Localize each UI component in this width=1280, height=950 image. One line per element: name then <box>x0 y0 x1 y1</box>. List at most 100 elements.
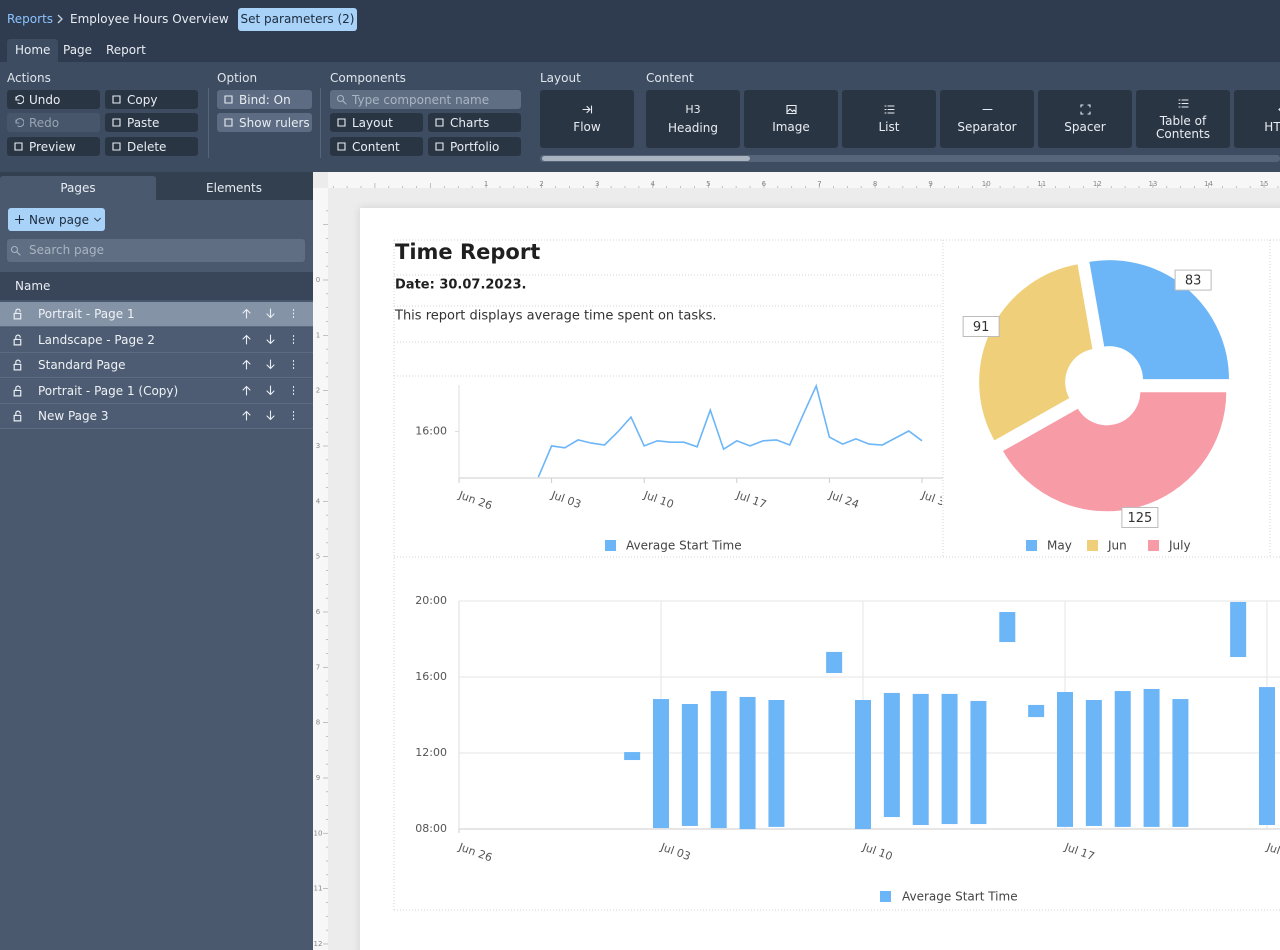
move-up[interactable] <box>241 385 252 399</box>
icon <box>112 142 121 151</box>
page-row[interactable]: New Page 3 <box>0 404 313 430</box>
ruler-label: 8 <box>873 180 877 188</box>
icon <box>15 117 24 128</box>
button-label: Flow <box>573 120 601 134</box>
range-bar <box>1172 699 1189 827</box>
legend-swatch <box>605 540 616 551</box>
breadcrumb-link[interactable]: Reports <box>7 12 54 26</box>
move-up[interactable] <box>241 334 252 348</box>
ruler-label: 4 <box>651 180 656 188</box>
ribbon-button[interactable]: Delete <box>105 137 198 156</box>
page-row[interactable]: Landscape - Page 2 <box>0 327 313 353</box>
icon <box>266 385 275 396</box>
icon <box>1079 104 1091 115</box>
icon <box>13 359 22 371</box>
icon <box>242 359 251 370</box>
page-icon <box>12 334 24 349</box>
legend-label: Jun <box>1107 539 1127 553</box>
ribbon-tab[interactable]: Page <box>63 43 93 57</box>
ribbon-button[interactable]: Bind: On <box>217 90 312 109</box>
y-tick-label: 12:00 <box>415 746 447 759</box>
sidebar-search[interactable] <box>7 239 305 262</box>
ribbon-button[interactable]: Preview <box>7 137 100 156</box>
move-down[interactable] <box>265 334 276 348</box>
ribbon-large-button[interactable]: Separator <box>940 90 1034 148</box>
range-bar <box>739 696 756 829</box>
ribbon-button[interactable]: Paste <box>105 113 198 132</box>
ribbon-button[interactable]: Copy <box>105 90 198 109</box>
move-down[interactable] <box>265 410 276 424</box>
row-menu[interactable] <box>288 334 299 348</box>
ribbon-button[interactable]: Layout <box>330 113 423 132</box>
data-label-box <box>1121 506 1159 528</box>
page-row[interactable]: Portrait - Page 1 <box>0 302 313 327</box>
page-name: Portrait - Page 1 (Copy) <box>38 383 179 398</box>
page-icon <box>12 410 24 425</box>
ribbon-button[interactable]: Portfolio <box>428 137 521 156</box>
move-down[interactable] <box>265 385 276 399</box>
x-tick-label: Jul 24 <box>826 488 860 511</box>
legend-swatch <box>1148 540 1159 551</box>
button-label: Preview <box>29 139 76 154</box>
icon <box>292 360 295 370</box>
row-menu[interactable] <box>288 308 299 322</box>
ribbon-button[interactable]: Charts <box>428 113 521 132</box>
icon <box>292 385 295 395</box>
range-bar <box>912 693 929 826</box>
ribbon-large-button[interactable]: Table of Contents <box>1136 90 1230 148</box>
move-down[interactable] <box>265 359 276 373</box>
page-row[interactable]: Portrait - Page 1 (Copy) <box>0 378 313 404</box>
breadcrumb-current: Employee Hours Overview <box>70 12 229 26</box>
ribbon-tab[interactable]: Home <box>7 39 59 62</box>
ribbon-large-button[interactable]: List <box>842 90 936 148</box>
ribbon-large-button[interactable]: HTML <box>1234 90 1280 148</box>
x-tick-label: Jul 24 <box>1264 840 1280 863</box>
row-menu[interactable] <box>288 359 299 373</box>
range-bar <box>1143 688 1160 827</box>
range-bar <box>768 699 785 827</box>
h-ruler <box>328 172 1280 188</box>
ruler-label: 0 <box>316 276 320 284</box>
ribbon-large-button[interactable]: H3 Heading <box>646 90 740 148</box>
set-parameters-button[interactable]: Set parameters (2) <box>238 8 357 31</box>
ruler-label: 14 <box>1204 180 1213 188</box>
ribbon-button[interactable]: Show rulers <box>217 113 312 132</box>
button-label: Spacer <box>1064 120 1106 134</box>
ribbon-tab[interactable]: Report <box>106 43 146 57</box>
row-menu[interactable] <box>288 410 299 424</box>
sidebar-tab[interactable]: Elements <box>206 181 262 195</box>
breadcrumb-chevron <box>57 14 63 24</box>
ruler-label: 10 <box>982 180 991 188</box>
button-label: Delete <box>127 139 167 154</box>
page-row[interactable]: Standard Page <box>0 353 313 379</box>
button-label: Show rulers <box>239 115 310 130</box>
icon <box>13 334 22 346</box>
ruler-label: 6 <box>762 180 767 188</box>
move-up[interactable] <box>241 308 252 322</box>
group-label: Content <box>646 71 694 85</box>
component-search[interactable]: Type component name <box>330 90 521 109</box>
ribbon-large-button[interactable]: Spacer <box>1038 90 1132 148</box>
ribbon-button[interactable]: Undo <box>7 90 100 109</box>
move-up[interactable] <box>241 410 252 424</box>
ribbon-large-button[interactable]: Flow <box>540 90 634 148</box>
ruler-label: 1 <box>316 331 320 339</box>
button-label: Undo <box>29 92 61 107</box>
icon <box>883 105 895 114</box>
sidebar-tab[interactable]: Pages <box>0 176 156 200</box>
ribbon-button[interactable]: Content <box>330 137 423 156</box>
button-label: Copy <box>127 92 158 107</box>
ribbon-large-button[interactable]: Image <box>744 90 838 148</box>
x-tick-label: Jul 10 <box>641 488 675 511</box>
move-down[interactable] <box>265 308 276 322</box>
button-label: Redo <box>29 115 60 130</box>
y-tick-label: 16:00 <box>415 670 447 683</box>
ribbon-scroll-thumb[interactable] <box>542 156 750 161</box>
group-label: Layout <box>540 71 581 85</box>
row-menu[interactable] <box>288 385 299 399</box>
icon <box>981 108 993 111</box>
ruler-label: 11 <box>314 885 323 893</box>
data-label-box <box>1174 269 1212 291</box>
move-up[interactable] <box>241 359 252 373</box>
new-page-button[interactable]: New page <box>8 208 105 231</box>
